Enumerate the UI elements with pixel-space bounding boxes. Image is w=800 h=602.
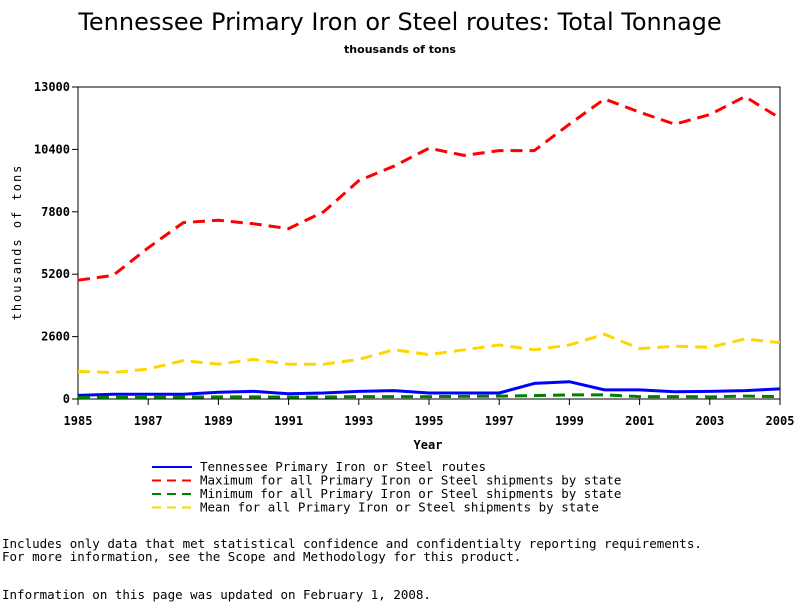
legend: Tennessee Primary Iron or Steel routesMa… bbox=[152, 459, 621, 515]
x-tick-label: 2005 bbox=[766, 414, 795, 428]
footnote-methodology: For more information, see the Scope and … bbox=[2, 549, 522, 564]
line-chart: 0 2600 5200 7800 10400 13000 1985 1987 1989 1991… bbox=[10, 80, 795, 515]
y-tick-label: 10400 bbox=[34, 142, 70, 156]
footnote-updated: Information on this page was updated on … bbox=[2, 587, 431, 602]
x-tick-label: 2001 bbox=[625, 414, 654, 428]
x-axis-ticks: 1985 1987 1989 1991 1993 1995 1997 1999 2001 2003… bbox=[64, 399, 795, 428]
y-tick-label: 2600 bbox=[41, 330, 70, 344]
legend-label: Mean for all Primary Iron or Steel shipm… bbox=[200, 500, 599, 515]
series-line-2 bbox=[77, 95, 781, 282]
chart-subtitle: thousands of tons bbox=[344, 43, 456, 56]
x-tick-label: 1991 bbox=[274, 414, 303, 428]
legend-label: Maximum for all Primary Iron or Steel sh… bbox=[200, 473, 621, 488]
x-tick-label: 1987 bbox=[134, 414, 163, 428]
series-line-1 bbox=[77, 380, 781, 397]
plot-area-border bbox=[77, 86, 781, 400]
x-axis-label: Year bbox=[414, 438, 443, 452]
y-axis-label: thousands of tons bbox=[10, 164, 24, 321]
series-line-3 bbox=[77, 393, 781, 400]
legend-label: Tennessee Primary Iron or Steel routes bbox=[200, 459, 486, 474]
legend-label: Minimum for all Primary Iron or Steel sh… bbox=[200, 486, 621, 501]
series-line-4 bbox=[77, 332, 781, 375]
x-tick-label: 2003 bbox=[695, 414, 724, 428]
y-tick-label: 5200 bbox=[41, 267, 70, 281]
footnote-confidence: Includes only data that met statistical … bbox=[2, 536, 702, 551]
y-tick-label: 0 bbox=[63, 392, 70, 406]
x-tick-label: 1997 bbox=[485, 414, 514, 428]
x-tick-label: 1995 bbox=[415, 414, 444, 428]
y-tick-label: 7800 bbox=[41, 205, 70, 219]
x-tick-label: 1999 bbox=[555, 414, 584, 428]
x-tick-label: 1985 bbox=[64, 414, 93, 428]
x-tick-label: 1993 bbox=[344, 414, 373, 428]
x-tick-label: 1989 bbox=[204, 414, 233, 428]
y-tick-label: 13000 bbox=[34, 80, 70, 94]
series-lines bbox=[77, 95, 781, 400]
chart-title: Tennessee Primary Iron or Steel routes: … bbox=[78, 8, 722, 36]
y-axis-ticks: 0 2600 5200 7800 10400 13000 bbox=[34, 80, 78, 406]
plot-frame bbox=[77, 86, 781, 400]
